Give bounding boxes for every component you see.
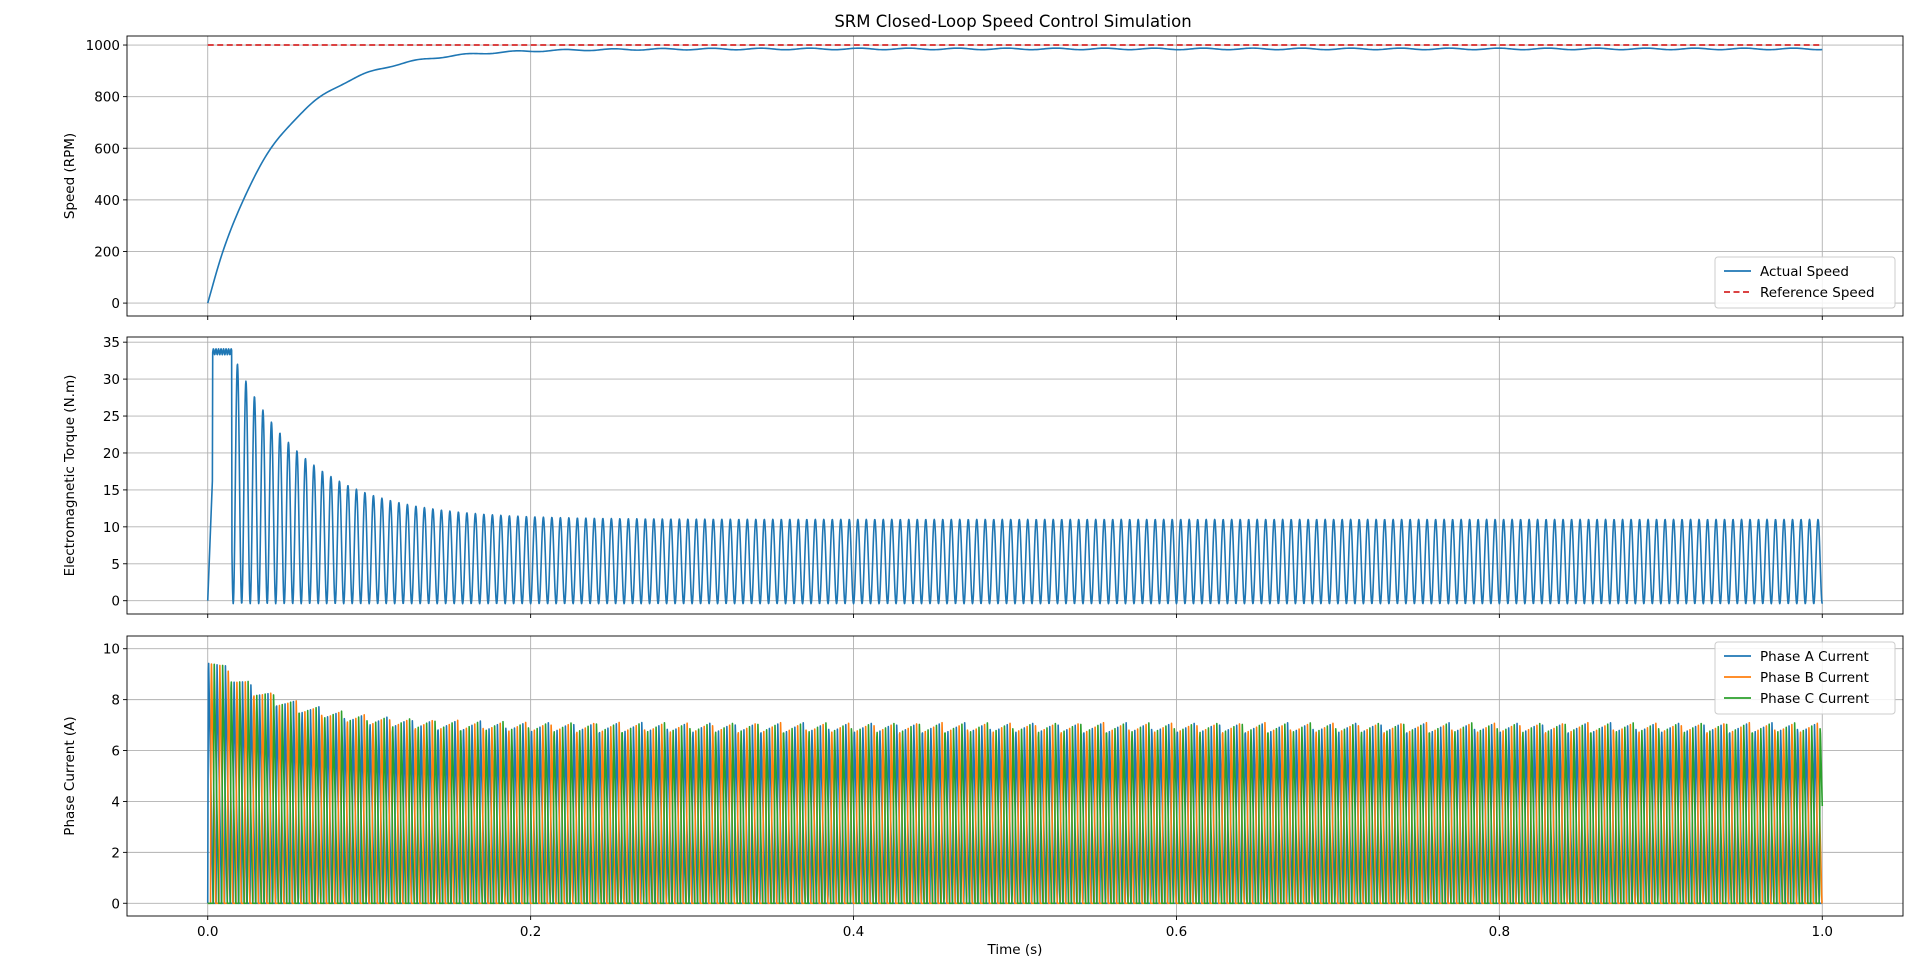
y-tick-label: 25 xyxy=(103,409,120,425)
x-tick-label: 0.2 xyxy=(520,924,541,940)
legend-label: Phase B Current xyxy=(1760,670,1869,686)
y-tick-label: 1000 xyxy=(86,38,120,54)
axes-frame xyxy=(126,635,1904,917)
y-tick-label: 800 xyxy=(94,90,120,106)
y-axis-label: Phase Current (A) xyxy=(62,716,78,835)
y-tick-label: 0 xyxy=(111,896,120,912)
series-group xyxy=(206,662,1824,905)
axes-frame xyxy=(126,35,1904,317)
y-tick-label: 30 xyxy=(103,372,120,388)
legend-label: Actual Speed xyxy=(1760,264,1849,280)
x-tick-label: 0.4 xyxy=(843,924,864,940)
y-tick-label: 200 xyxy=(94,244,120,260)
y-tick-label: 0 xyxy=(111,594,120,610)
x-tick-label: 0.0 xyxy=(197,924,218,940)
y-tick-label: 20 xyxy=(103,446,120,462)
legend: Actual Speed Reference Speed xyxy=(1714,256,1896,309)
y-axis-label: Electromagnetic Torque (N.m) xyxy=(62,375,78,577)
figure-title: SRM Closed-Loop Speed Control Simulation xyxy=(834,12,1191,31)
y-tick-label: 6 xyxy=(111,744,120,760)
series-line-actual-speed xyxy=(206,47,1823,304)
y-tick-label: 8 xyxy=(111,693,120,709)
panel-1: 0 200 400 600 800 1000 Speed (RPM) Actual Speed… xyxy=(62,35,1904,320)
x-tick-label: 0.6 xyxy=(1166,924,1187,940)
series-line-torque xyxy=(206,348,1824,605)
y-tick-label: 10 xyxy=(103,642,120,658)
x-axis-label: Time (s) xyxy=(987,942,1043,958)
panel-3: 0 2 4 6 8 10 0.0 0.2 0.4 0.6 0.8 1.0 Phase Current (… xyxy=(62,635,1904,958)
y-tick-label: 35 xyxy=(103,335,120,351)
series-line-phase-c-current xyxy=(207,663,1824,905)
x-tick-label: 1.0 xyxy=(1812,924,1833,940)
legend-label: Reference Speed xyxy=(1760,285,1875,301)
panel-2: 0 5 10 15 20 25 30 35 Electromagnetic Torque (N.… xyxy=(62,335,1904,618)
axes-frame xyxy=(126,336,1904,615)
y-tick-label: 4 xyxy=(111,794,120,810)
legend-label: Phase C Current xyxy=(1760,691,1869,707)
legend: Phase A Current Phase B Current Phase C Cu… xyxy=(1714,641,1896,715)
y-tick-label: 10 xyxy=(103,520,120,536)
legend-label: Phase A Current xyxy=(1760,649,1869,665)
y-tick-label: 0 xyxy=(111,296,120,312)
series-group xyxy=(206,44,1823,304)
series-group xyxy=(206,348,1824,605)
y-tick-label: 5 xyxy=(111,557,120,573)
y-tick-label: 600 xyxy=(94,141,120,157)
y-tick-label: 15 xyxy=(103,483,120,499)
y-tick-label: 400 xyxy=(94,193,120,209)
legend-box xyxy=(1714,256,1896,309)
legend-box xyxy=(1714,641,1896,715)
y-axis-label: Speed (RPM) xyxy=(62,133,78,219)
y-tick-label: 2 xyxy=(111,845,120,861)
x-tick-label: 0.8 xyxy=(1489,924,1510,940)
